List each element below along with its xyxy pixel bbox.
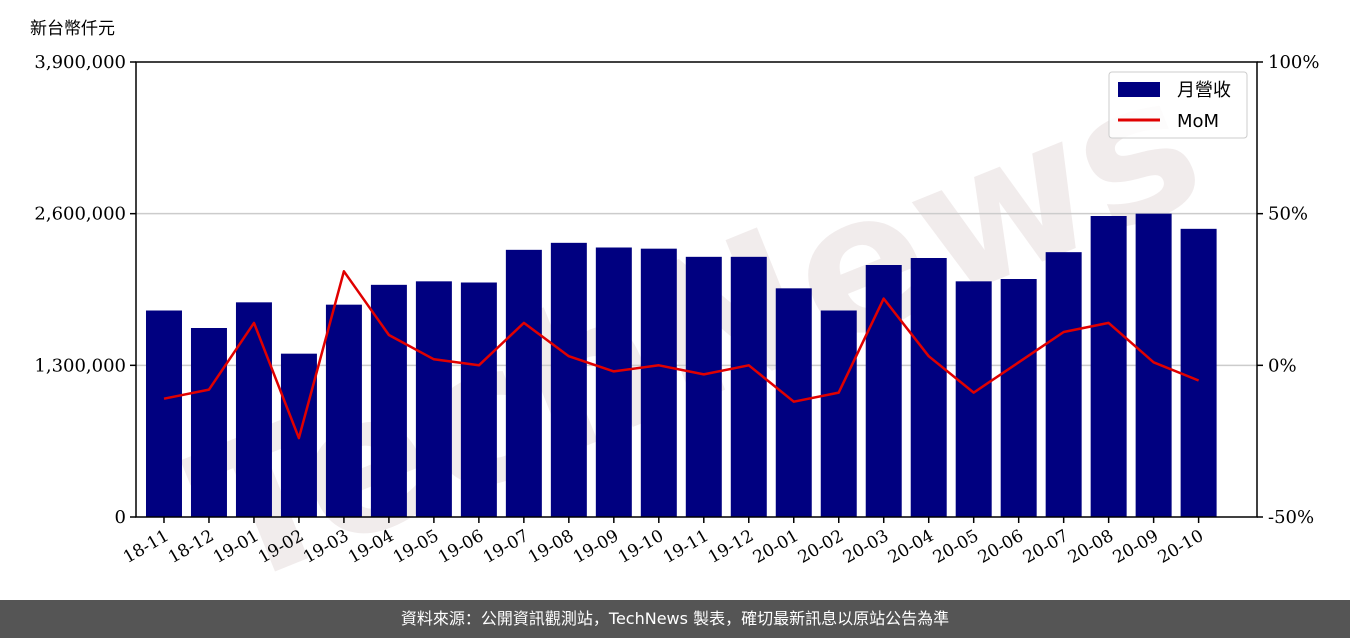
bar-20-10 [1180,228,1217,518]
bar-19-10 [640,248,677,517]
bar-20-08 [1090,216,1127,517]
left-tick-label: 1,300,000 [34,355,126,376]
x-tick-label: 20-04 [885,526,937,568]
right-tick-label: -50% [1268,507,1314,528]
bar-19-11 [685,256,722,517]
x-tick-label: 19-09 [570,526,622,568]
bar-20-05 [955,281,992,517]
bar-20-07 [1045,252,1082,517]
legend: 月營收 MoM [1108,71,1248,139]
x-tick-label: 20-03 [840,526,892,568]
chart-area: TechNews 01,300,0002,600,0003,900,000-50… [30,19,1319,600]
bar-20-06 [1000,279,1037,517]
x-tick-label: 19-10 [615,526,667,568]
revenue-chart: TechNews 01,300,0002,600,0003,900,000-50… [34,30,1319,600]
y-axis-unit-label: 新台幣仟元 [30,19,115,39]
bar-20-02 [820,310,857,517]
x-tick-label: 19-08 [525,526,577,568]
x-tick-label: 20-08 [1065,526,1117,568]
bar-19-05 [415,281,452,517]
legend-label-revenue: 月營收 [1177,80,1231,101]
legend-swatch-bar [1118,82,1160,97]
legend-label-mom: MoM [1177,111,1219,132]
x-tick-label: 20-07 [1020,526,1072,568]
x-tick-label: 20-01 [750,526,802,568]
bar-19-12 [730,256,767,517]
bar-19-04 [370,284,407,517]
mom-line [163,270,1200,440]
left-tick-label: 2,600,000 [34,204,126,225]
mom-line-series [163,270,1200,440]
left-tick-label: 0 [115,507,126,528]
bar-19-01 [235,302,272,517]
bar-19-08 [550,242,587,518]
bar-series [145,213,1217,518]
bar-18-12 [190,328,227,517]
x-tick-label: 20-06 [975,526,1027,568]
plot-frame [135,61,1258,518]
x-tick-label: 19-12 [705,526,757,568]
bar-20-04 [910,258,947,517]
x-tick-label: 18-12 [165,526,217,568]
x-tick-label: 20-02 [795,526,847,568]
bar-19-07 [505,249,542,518]
x-tick-label: 19-11 [660,526,712,568]
x-tick-label: 20-05 [930,526,982,568]
bar-20-03 [865,265,902,517]
x-tick-label: 18-11 [120,526,172,568]
source-footer: 資料來源：公開資訊觀測站，TechNews 製表，確切最新訊息以原站公告為準 [0,600,1350,638]
x-tick-label: 20-10 [1155,526,1207,568]
right-tick-label: 100% [1268,52,1319,73]
bar-19-09 [595,247,632,517]
right-tick-label: 50% [1268,204,1308,225]
right-tick-label: 0% [1268,355,1297,376]
left-tick-label: 3,900,000 [34,52,126,73]
bar-19-06 [460,282,497,517]
bar-20-09 [1135,213,1172,517]
bar-18-11 [145,310,182,517]
bar-19-03 [325,304,362,517]
x-tick-label: 20-09 [1110,526,1162,568]
